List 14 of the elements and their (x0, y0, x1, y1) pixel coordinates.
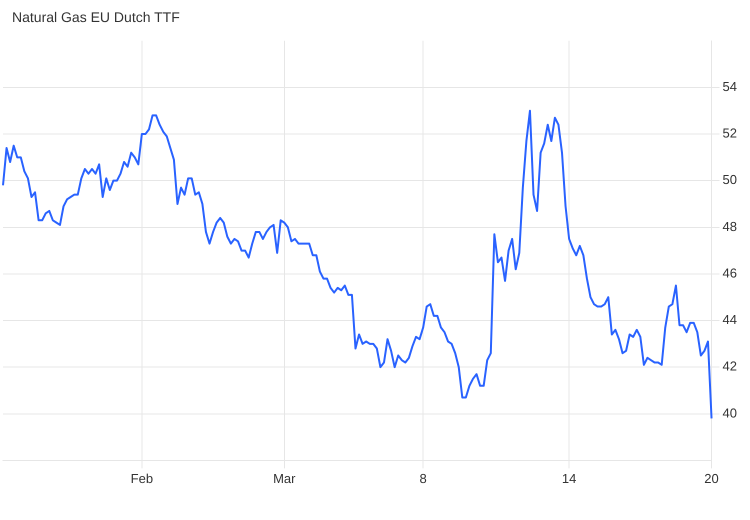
chart-title: Natural Gas EU Dutch TTF (12, 9, 180, 25)
x-tick-label: Feb (130, 470, 154, 486)
y-tick-label: 52 (722, 126, 738, 141)
y-tick-label: 40 (722, 405, 738, 420)
x-tick-label: Mar (273, 470, 296, 486)
x-tick-label: 20 (704, 470, 719, 486)
y-tick-label: 42 (722, 358, 738, 374)
y-tick-label: 46 (722, 265, 738, 280)
y-tick-label: 48 (722, 218, 738, 234)
y-tick-label: 50 (722, 172, 738, 188)
x-tick-label: 8 (420, 470, 427, 486)
y-tick-label: 54 (722, 79, 738, 94)
y-tick-label: 44 (722, 312, 738, 328)
x-tick-label: 14 (562, 470, 576, 486)
